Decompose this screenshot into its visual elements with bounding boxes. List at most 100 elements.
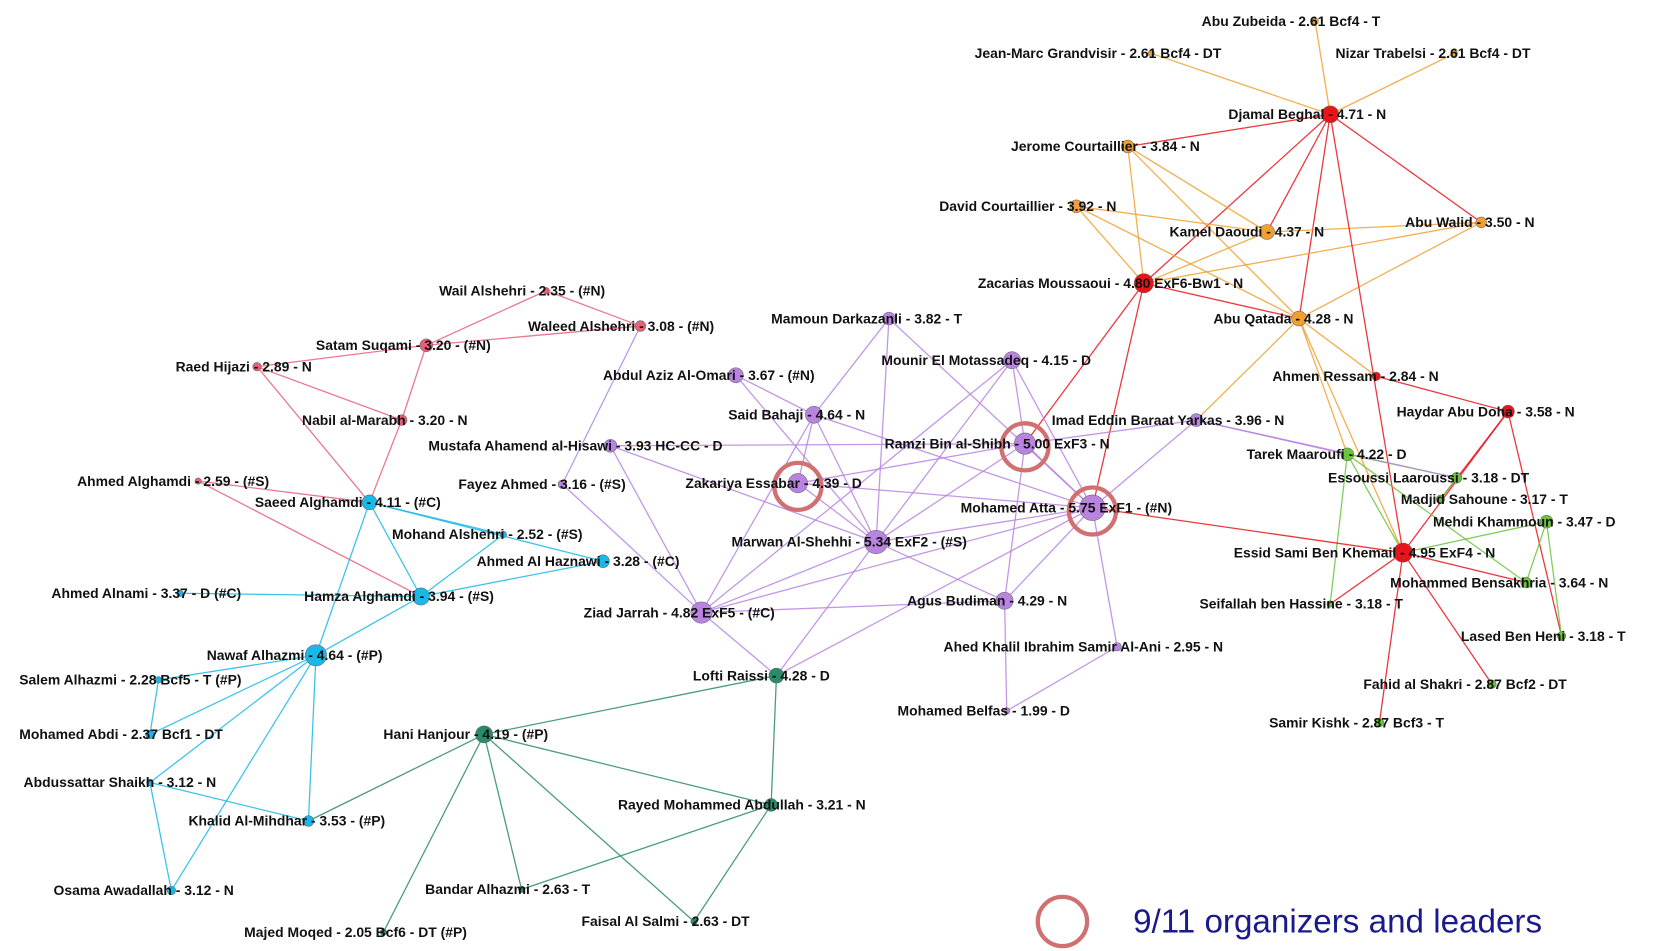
edge: [776, 507, 1093, 677]
edge: [1196, 419, 1457, 479]
edge: [1329, 552, 1404, 605]
node-label: Raed Hijazi - 2.89 - N: [176, 358, 312, 374]
node: [1003, 351, 1021, 370]
node-label: Abu Walid - 3.50 - N: [1405, 214, 1534, 230]
node-label: Nabil al-Marabh - 3.20 - N: [302, 412, 468, 428]
node: [764, 798, 778, 812]
node: [302, 815, 315, 827]
edge: [1127, 146, 1300, 320]
edge: [561, 483, 702, 614]
node: [1321, 105, 1340, 124]
edge: [1076, 205, 1268, 233]
node-label: Zacarias Moussaoui - 4.80 ExF6-Bw1 - N: [978, 275, 1243, 291]
edge: [158, 654, 317, 681]
edge: [813, 414, 1093, 509]
node: [176, 589, 184, 597]
edge: [1151, 52, 1331, 115]
node-label: Ramzi Bin al-Shibh - 5.00 ExF3 - N: [885, 435, 1110, 451]
edge: [420, 560, 604, 598]
node-label: Saeed Alghamdi - 4.11 - (#C): [255, 494, 441, 510]
node-label: Essoussi Laaroussi - 3.18 - DT: [1328, 470, 1530, 486]
node: [805, 405, 823, 424]
node-label: David Courtaillier - 3.92 - N: [939, 198, 1116, 214]
node-label: Abu Zubeida - 2.61 Bcf4 - T: [1202, 13, 1381, 29]
node-label: Osama Awadallah - 3.12 - N: [54, 882, 234, 898]
node: [1133, 273, 1154, 294]
edge: [1329, 113, 1482, 223]
node: [518, 885, 526, 893]
node: [690, 601, 713, 624]
node: [1374, 718, 1384, 728]
edge: [483, 733, 695, 922]
node: [146, 779, 154, 786]
edge: [315, 595, 422, 656]
edge: [700, 414, 815, 613]
edge: [875, 359, 1013, 543]
edge: [1346, 454, 1404, 553]
node-label: Ahmed Al Haznawi - 3.28 - (#C): [477, 553, 680, 569]
node-label: Kamel Daoudi - 4.37 - N: [1170, 224, 1325, 240]
edge: [521, 804, 772, 891]
node-label: Ahmed Alghamdi - 2.59 - (#S): [77, 473, 269, 489]
node-label: Jean-Marc Grandvisir - 2.61 Bcf4 - DT: [975, 45, 1222, 61]
node-label: Abdussattar Shaikh - 3.12 - N: [24, 774, 217, 790]
edge: [610, 445, 877, 543]
leader-highlight: [1066, 485, 1119, 537]
node-label: Lased Ben Heni - 3.18 - T: [1461, 628, 1626, 644]
edge: [1195, 318, 1300, 421]
edge: [875, 443, 1026, 543]
edge: [483, 733, 772, 806]
node: [1189, 413, 1204, 427]
edge: [797, 414, 815, 484]
edge: [609, 445, 703, 613]
node: [542, 287, 550, 295]
edge: [1003, 600, 1008, 711]
node-label: Abu Qatada - 4.28 - N: [1213, 310, 1353, 326]
edge: [426, 325, 641, 346]
edge: [368, 502, 422, 597]
node: [1435, 494, 1446, 504]
node: [787, 473, 808, 494]
node: [475, 725, 493, 744]
edge: [308, 733, 485, 822]
edge: [701, 612, 777, 677]
node-label: Madjid Sahoune - 3.17 - T: [1401, 491, 1569, 507]
edge: [401, 345, 427, 421]
node-label: Hani Hanjour - 4.19 - (#P): [383, 726, 548, 742]
node: [252, 362, 262, 372]
edge: [1091, 283, 1145, 508]
node: [882, 311, 896, 326]
edge: [369, 501, 504, 536]
node-label: Ahmen Ressam - 2.84 - N: [1272, 368, 1438, 384]
node: [768, 667, 785, 684]
edge: [483, 674, 777, 736]
labels: Abu Zubeida - 2.61 Bcf4 - T Jean-Marc Gra…: [19, 13, 1626, 940]
edge: [1376, 375, 1509, 413]
node: [1371, 371, 1381, 381]
node-label: Satam Suqami - 3.20 - (#N): [316, 337, 491, 353]
edge: [1329, 454, 1348, 605]
node-label: Mohand Alshehri - 2.52 - (#S): [392, 526, 583, 542]
node-label: Nawaf Alhazmi - 4.64 - (#P): [207, 647, 383, 663]
edge: [425, 290, 547, 346]
node-label: Mohamed Atta - 5.75 ExF1 - (#N): [961, 500, 1172, 516]
node: [1450, 472, 1463, 484]
edge: [813, 318, 890, 416]
edge: [1329, 114, 1404, 553]
node-label: Wail Alshehri - 2.35 - (#N): [439, 283, 605, 299]
node: [155, 676, 162, 684]
node: [1147, 49, 1155, 57]
edge: [1378, 552, 1404, 723]
edge: [1298, 318, 1348, 455]
node: [1291, 310, 1307, 327]
legend-symbol: [1035, 894, 1090, 949]
node-label: Lofti Raissi - 4.28 - D: [693, 667, 830, 683]
edge: [170, 654, 317, 891]
node: [1069, 199, 1084, 213]
edge: [775, 541, 877, 676]
edge: [1298, 318, 1404, 553]
node-label: Samir Kishk - 2.87 Bcf3 - T: [1269, 714, 1444, 730]
edge: [1143, 113, 1331, 284]
edge: [1545, 521, 1563, 637]
node-label: Djamal Beghal - 4.71 - N: [1228, 106, 1386, 122]
